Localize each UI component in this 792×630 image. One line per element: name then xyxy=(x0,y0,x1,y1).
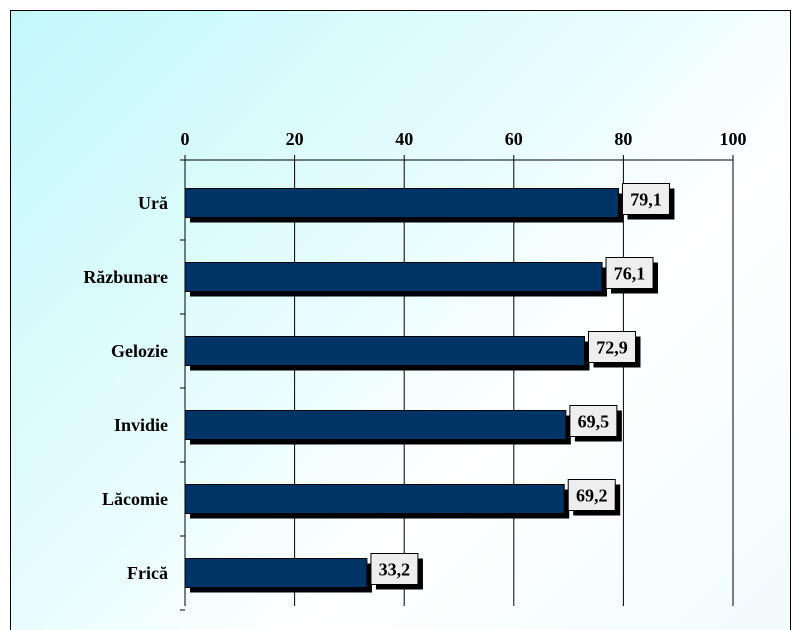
bar xyxy=(184,188,619,218)
x-tick-label: 60 xyxy=(505,129,523,149)
value-label: 79,1 xyxy=(630,190,662,210)
bar xyxy=(184,558,368,588)
value-label-box xyxy=(587,331,636,363)
category-label: Lăcomie xyxy=(102,489,168,509)
axes xyxy=(180,155,734,611)
x-tick-label: 100 xyxy=(720,129,747,149)
category-label: Invidie xyxy=(114,415,168,435)
bar xyxy=(184,262,603,292)
category-label: Frică xyxy=(127,563,168,583)
value-label: 33,2 xyxy=(379,560,411,580)
value-label: 69,5 xyxy=(578,412,610,432)
x-tick-label: 0 xyxy=(181,129,190,149)
x-tick-label: 20 xyxy=(286,129,304,149)
value-label-box xyxy=(605,257,654,289)
chart-frame xyxy=(10,10,791,630)
value-label: 69,2 xyxy=(576,486,608,506)
value-label-box xyxy=(621,183,670,215)
x-tick-label: 40 xyxy=(395,129,413,149)
value-label-box xyxy=(567,479,616,511)
bar xyxy=(184,336,585,366)
category-label: Ură xyxy=(138,193,168,213)
bar xyxy=(184,484,565,514)
x-tick-label: 80 xyxy=(614,129,632,149)
value-label: 72,9 xyxy=(596,338,628,358)
category-label: Gelozie xyxy=(111,341,168,361)
bar xyxy=(184,410,567,440)
value-label: 76,1 xyxy=(614,264,646,284)
labels: 0 20 40 60 80 100 Ură 79,1 Răzbunare 76,1 Gelozie 7… xyxy=(83,129,747,590)
gridlines xyxy=(294,160,734,606)
value-label-box xyxy=(370,553,419,585)
bars xyxy=(184,188,624,593)
value-label-box xyxy=(569,405,618,437)
category-label: Răzbunare xyxy=(83,267,168,287)
